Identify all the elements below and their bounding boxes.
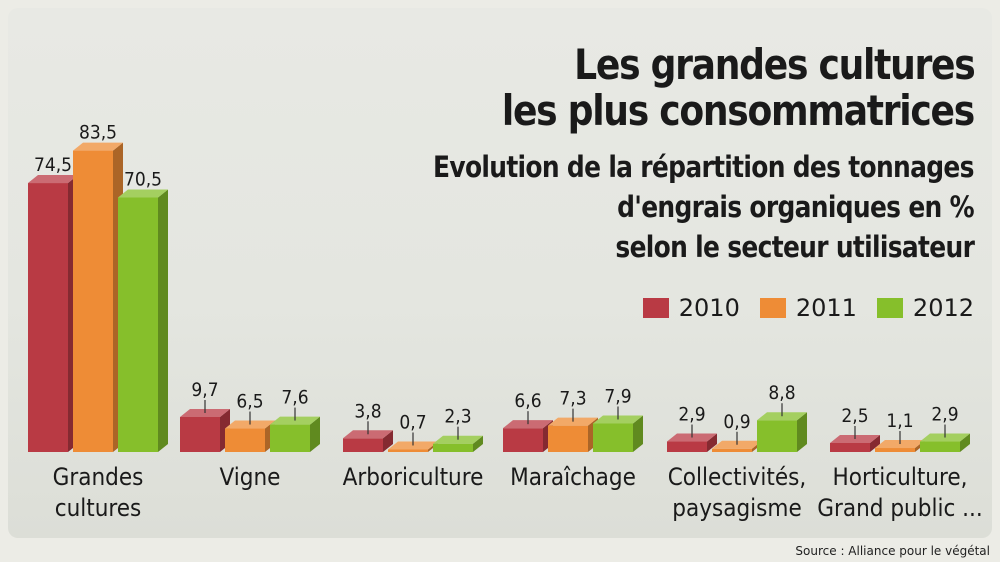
bar-2010-vigne: 9,7 bbox=[180, 379, 230, 452]
data-label: 83,5 bbox=[79, 122, 117, 144]
category-label: Arboriculture bbox=[343, 463, 484, 491]
category-label: Collectivités, paysagisme bbox=[668, 463, 807, 522]
legend-swatch-2011 bbox=[759, 298, 786, 318]
data-label: 7,6 bbox=[281, 387, 308, 409]
legend: 2010 2011 2012 bbox=[642, 294, 974, 322]
data-label: 0,9 bbox=[723, 411, 750, 433]
legend-label-2011: 2011 bbox=[795, 294, 857, 322]
data-label: 3,8 bbox=[354, 400, 381, 422]
data-label: 70,5 bbox=[124, 168, 162, 190]
data-label: 1,1 bbox=[886, 410, 913, 432]
legend-label-2010: 2010 bbox=[678, 294, 740, 322]
bar-2010-grandes: 74,5 bbox=[28, 154, 78, 452]
chart-subtitle: Evolution de la répartition des tonnages bbox=[433, 150, 974, 184]
category-label: Vigne bbox=[220, 463, 281, 491]
data-label: 2,5 bbox=[841, 405, 868, 427]
bar-2012-arboriculture: 2,3 bbox=[433, 406, 483, 452]
data-label: 6,5 bbox=[236, 391, 263, 413]
data-label: 0,7 bbox=[399, 411, 426, 433]
bar-2011-maraîchage: 7,3 bbox=[548, 388, 598, 452]
data-label: 74,5 bbox=[34, 154, 72, 176]
data-label: 7,3 bbox=[559, 388, 586, 410]
data-label: 2,3 bbox=[444, 406, 471, 428]
bar-2012-maraîchage: 7,9 bbox=[593, 385, 643, 452]
legend-label-2012: 2012 bbox=[912, 294, 974, 322]
data-label: 9,7 bbox=[191, 379, 218, 401]
data-label: 7,9 bbox=[604, 385, 631, 407]
bar-2012-horticulture: 2,9 bbox=[920, 404, 970, 452]
data-label: 2,9 bbox=[678, 404, 705, 426]
bar-2011-collectivités: 0,9 bbox=[712, 411, 762, 452]
bar-2010-arboriculture: 3,8 bbox=[343, 400, 393, 452]
data-label: 6,6 bbox=[514, 390, 541, 412]
bar-2012-grandes: 70,5 bbox=[118, 168, 168, 452]
category-label: Maraîchage bbox=[510, 463, 636, 491]
bar-2011-grandes: 83,5 bbox=[73, 122, 123, 452]
category-label: Grandes cultures bbox=[53, 463, 144, 522]
bars-group: 74,5 83,5 70,5 9,7 6,5 7,6 3,8 0,7 2,3 6,6 7,3 7,9 2… bbox=[28, 122, 970, 452]
bar-2012-vigne: 7,6 bbox=[270, 387, 320, 452]
chart-title-line-2: les plus consommatrices bbox=[501, 86, 975, 135]
chart-panel bbox=[8, 8, 992, 538]
legend-swatch-2010 bbox=[642, 298, 669, 318]
chart-subtitle-line-3: selon le secteur utilisateur bbox=[615, 230, 974, 264]
source-note: Source : Alliance pour le végétal bbox=[795, 544, 990, 558]
legend-item-2012: 2012 bbox=[876, 294, 974, 322]
category-label: Horticulture, Grand public ... bbox=[817, 463, 983, 522]
bar-2010-horticulture: 2,5 bbox=[830, 405, 880, 452]
legend-item-2011: 2011 bbox=[759, 294, 857, 322]
data-label: 8,8 bbox=[768, 382, 795, 404]
bar-2010-maraîchage: 6,6 bbox=[503, 390, 553, 452]
data-label: 2,9 bbox=[931, 404, 958, 426]
bar-2012-collectivités: 8,8 bbox=[757, 382, 807, 452]
bar-2011-vigne: 6,5 bbox=[225, 391, 275, 452]
legend-item-2010: 2010 bbox=[642, 294, 740, 322]
chart-title: Les grandes cultures bbox=[573, 40, 976, 89]
legend-swatch-2012 bbox=[876, 298, 903, 318]
chart-subtitle-line-2: d'engrais organiques en % bbox=[617, 190, 975, 224]
bar-2011-arboriculture: 0,7 bbox=[388, 411, 438, 452]
category-labels-group: Grandes cultures Vigne Arboriculture Maraîch… bbox=[53, 463, 983, 522]
bar-2010-collectivités: 2,9 bbox=[667, 404, 717, 452]
bar-2011-horticulture: 1,1 bbox=[875, 410, 925, 452]
